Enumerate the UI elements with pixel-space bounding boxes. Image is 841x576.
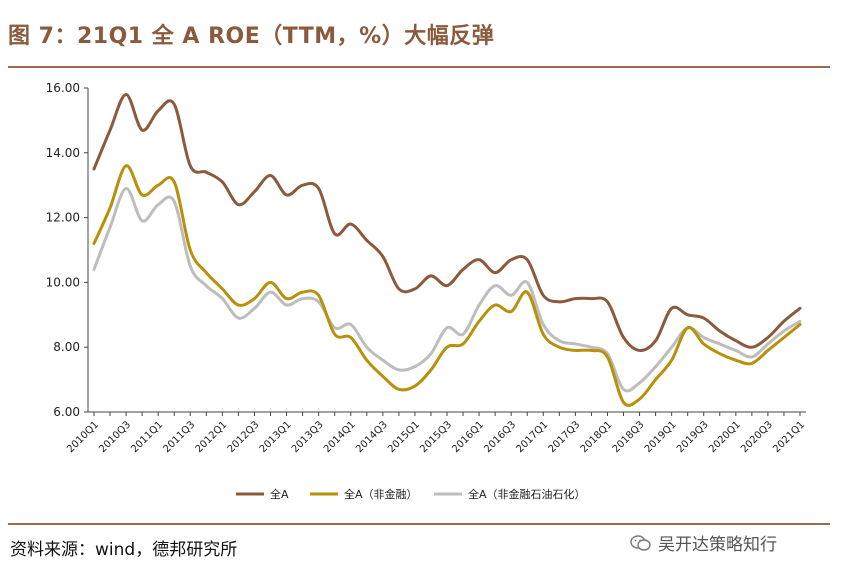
- x-tick-label: 2020Q1: [707, 419, 743, 455]
- y-tick-label: 8.00: [53, 340, 80, 354]
- figure-title: 图 7：21Q1 全 A ROE（TTM，%）大幅反弹: [8, 24, 495, 49]
- series-line-0: [92, 92, 802, 352]
- y-tick-label: 16.00: [46, 81, 80, 95]
- x-tick-label: 2018Q1: [579, 419, 615, 455]
- x-tick-label: 2010Q1: [65, 419, 101, 455]
- x-tick-label: 2014Q1: [322, 419, 358, 455]
- footer-rule: [8, 523, 830, 525]
- wechat-icon: [630, 534, 651, 551]
- x-tick-label: 2011Q1: [129, 419, 165, 455]
- x-tick-label: 2012Q1: [194, 419, 230, 455]
- series-line-1: [92, 164, 802, 407]
- legend-label-2: 全A（非金融石油石化）: [468, 487, 586, 501]
- x-tick-label: 2010Q3: [97, 419, 133, 455]
- y-tick-label: 14.00: [46, 146, 80, 160]
- x-tick-label: 2017Q3: [547, 419, 583, 455]
- chart-series: [92, 92, 802, 407]
- chart-legend: 全A 全A（非金融） 全A（非金融石油石化）: [236, 487, 586, 501]
- y-tick-label: 6.00: [53, 405, 80, 419]
- x-tick-label: 2016Q3: [482, 419, 518, 455]
- x-tick-label: 2015Q3: [418, 419, 454, 455]
- series-line-2: [92, 186, 802, 393]
- source-note: 资料来源：wind，德邦研究所: [10, 540, 238, 560]
- x-tick-label: 2012Q3: [226, 419, 262, 455]
- roe-line-chart: 16.00 14.00 12.00 10.00 8.00 6.002010Q12010Q3…: [46, 81, 807, 501]
- x-tick-label: 2019Q3: [675, 419, 711, 455]
- x-tick-label: 2018Q3: [611, 419, 647, 455]
- x-tick-label: 2017Q1: [515, 419, 551, 455]
- title-underline: [8, 66, 830, 68]
- x-tick-label: 2014Q3: [354, 419, 390, 455]
- y-tick-label: 12.00: [46, 211, 80, 225]
- legend-label-1: 全A（非金融）: [344, 487, 418, 501]
- x-tick-label: 2013Q1: [258, 419, 294, 455]
- watermark: 吴开达策略知行: [630, 530, 777, 555]
- x-tick-label: 2019Q1: [643, 419, 679, 455]
- x-tick-label: 2011Q3: [162, 419, 198, 455]
- x-tick-label: 2016Q1: [450, 419, 486, 455]
- x-tick-label: 2021Q1: [771, 419, 807, 455]
- chart-axes: 16.00 14.00 12.00 10.00 8.00 6.002010Q12010Q3…: [46, 81, 807, 455]
- x-tick-label: 2020Q3: [739, 419, 775, 455]
- x-tick-label: 2013Q3: [290, 419, 326, 455]
- x-tick-label: 2015Q1: [386, 419, 422, 455]
- legend-label-0: 全A: [270, 487, 289, 501]
- y-tick-label: 10.00: [46, 275, 80, 289]
- watermark-text: 吴开达策略知行: [658, 535, 777, 555]
